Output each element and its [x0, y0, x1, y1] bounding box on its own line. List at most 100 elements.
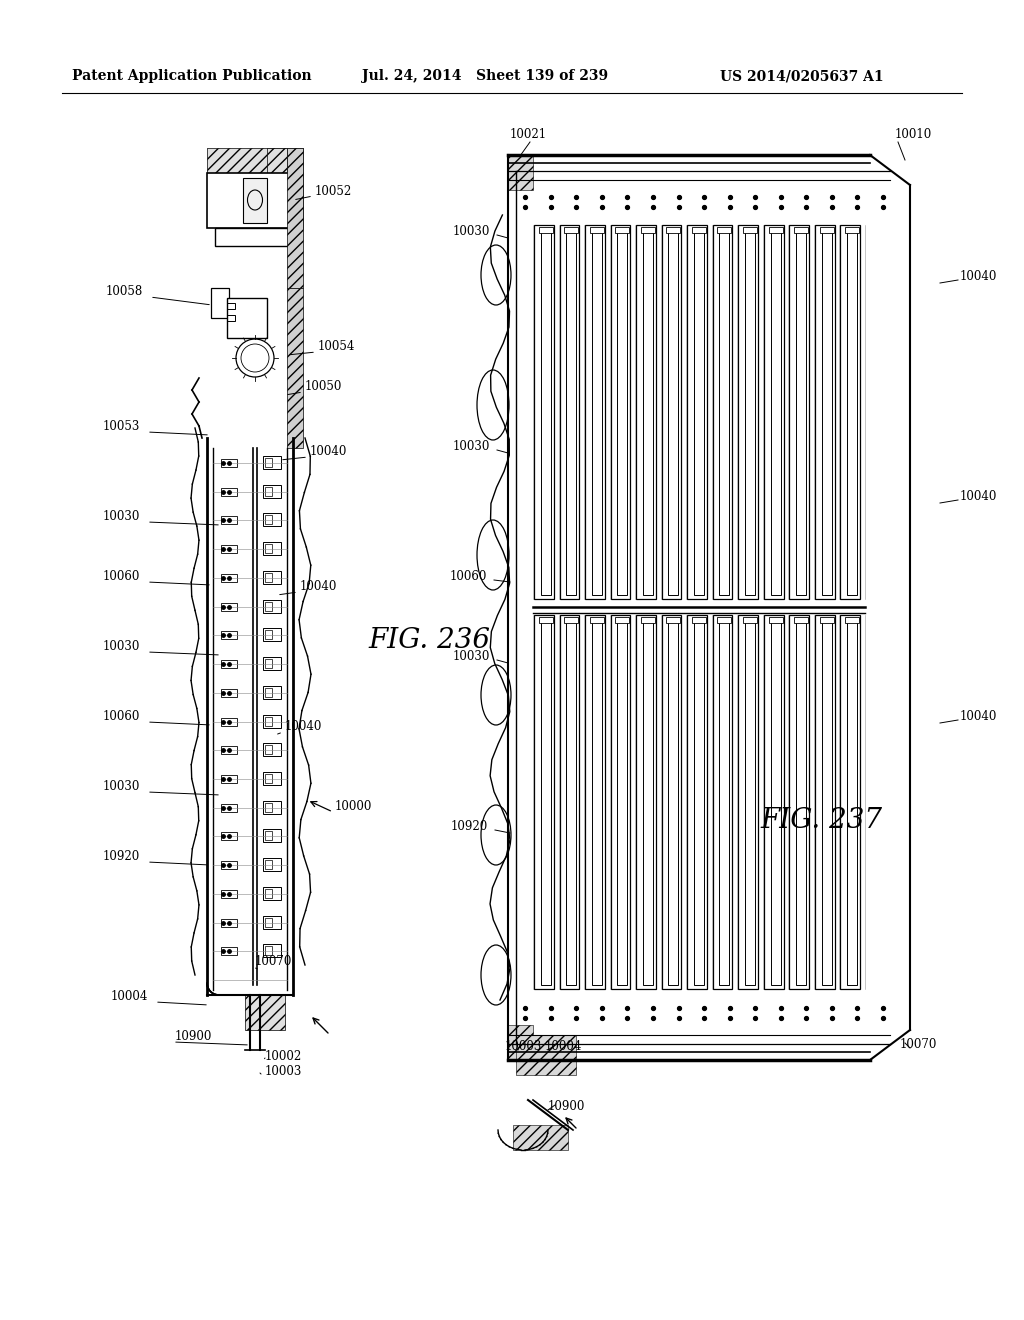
Bar: [211, 288, 229, 318]
Bar: [566, 228, 577, 595]
Bar: [769, 616, 782, 623]
Bar: [662, 615, 681, 989]
Text: 10900: 10900: [548, 1100, 586, 1113]
Text: 10021: 10021: [510, 128, 547, 141]
Bar: [610, 615, 631, 989]
Bar: [513, 1125, 568, 1150]
Bar: [265, 515, 272, 524]
Bar: [207, 173, 303, 228]
Bar: [592, 619, 602, 985]
Bar: [692, 616, 706, 623]
Bar: [769, 227, 782, 234]
Bar: [221, 919, 237, 927]
Bar: [287, 288, 303, 447]
Bar: [221, 545, 237, 553]
Bar: [819, 616, 834, 623]
Bar: [821, 228, 831, 595]
Text: Jul. 24, 2014   Sheet 139 of 239: Jul. 24, 2014 Sheet 139 of 239: [362, 69, 608, 83]
Bar: [845, 227, 859, 234]
Text: 10030: 10030: [453, 649, 490, 663]
Bar: [263, 801, 281, 813]
Bar: [541, 228, 551, 595]
Bar: [796, 619, 806, 985]
Bar: [267, 148, 287, 173]
Bar: [263, 513, 281, 527]
Bar: [221, 459, 237, 467]
Bar: [694, 619, 703, 985]
Text: 10060: 10060: [102, 570, 140, 583]
Text: 10900: 10900: [175, 1030, 212, 1043]
Bar: [221, 861, 237, 869]
Bar: [794, 616, 808, 623]
Bar: [265, 861, 272, 869]
Text: 10030: 10030: [453, 440, 490, 453]
Bar: [764, 224, 783, 599]
Bar: [662, 224, 681, 599]
Bar: [265, 888, 272, 898]
Bar: [564, 616, 579, 623]
Text: 10040: 10040: [300, 579, 337, 593]
Text: 10003: 10003: [505, 1040, 543, 1053]
Text: FIG. 236: FIG. 236: [368, 627, 490, 653]
Bar: [221, 660, 237, 668]
Bar: [713, 224, 732, 599]
Bar: [819, 227, 834, 234]
Text: 10003: 10003: [265, 1065, 302, 1078]
Bar: [263, 887, 281, 900]
Bar: [534, 224, 554, 599]
Bar: [221, 718, 237, 726]
Bar: [516, 1035, 575, 1074]
Bar: [796, 228, 806, 595]
Bar: [245, 995, 285, 1030]
Bar: [221, 948, 237, 956]
Bar: [265, 688, 272, 697]
Bar: [615, 616, 630, 623]
Bar: [667, 227, 680, 234]
Bar: [263, 686, 281, 698]
Bar: [265, 746, 272, 754]
Text: 10054: 10054: [318, 341, 355, 352]
Bar: [643, 619, 653, 985]
Bar: [263, 916, 281, 928]
Bar: [738, 615, 758, 989]
Bar: [720, 228, 729, 595]
Bar: [841, 224, 860, 599]
Text: 10030: 10030: [102, 640, 140, 653]
Bar: [713, 615, 732, 989]
Bar: [265, 659, 272, 668]
Text: 10030: 10030: [102, 510, 140, 523]
Text: 10052: 10052: [315, 185, 352, 198]
Bar: [263, 628, 281, 642]
Text: Patent Application Publication: Patent Application Publication: [72, 69, 311, 83]
Bar: [718, 227, 731, 234]
Bar: [539, 227, 553, 234]
Bar: [790, 615, 809, 989]
Bar: [265, 946, 272, 956]
Bar: [265, 458, 272, 467]
Text: 10030: 10030: [453, 224, 490, 238]
Bar: [566, 619, 577, 985]
Text: 10040: 10040: [961, 490, 997, 503]
Text: 10010: 10010: [895, 128, 932, 141]
Bar: [265, 917, 272, 927]
Bar: [227, 315, 234, 321]
Bar: [221, 890, 237, 898]
Text: 10060: 10060: [102, 710, 140, 723]
Bar: [263, 944, 281, 957]
Bar: [743, 616, 757, 623]
Bar: [592, 228, 602, 595]
Text: FIG. 237: FIG. 237: [760, 807, 882, 833]
Bar: [265, 774, 272, 783]
Bar: [508, 1026, 534, 1060]
Bar: [559, 224, 580, 599]
Bar: [790, 224, 809, 599]
Bar: [263, 570, 281, 583]
Bar: [770, 619, 780, 985]
Bar: [641, 616, 655, 623]
Bar: [265, 487, 272, 496]
Bar: [745, 619, 755, 985]
Bar: [585, 615, 605, 989]
Bar: [221, 689, 237, 697]
Bar: [263, 743, 281, 756]
Bar: [287, 148, 303, 288]
